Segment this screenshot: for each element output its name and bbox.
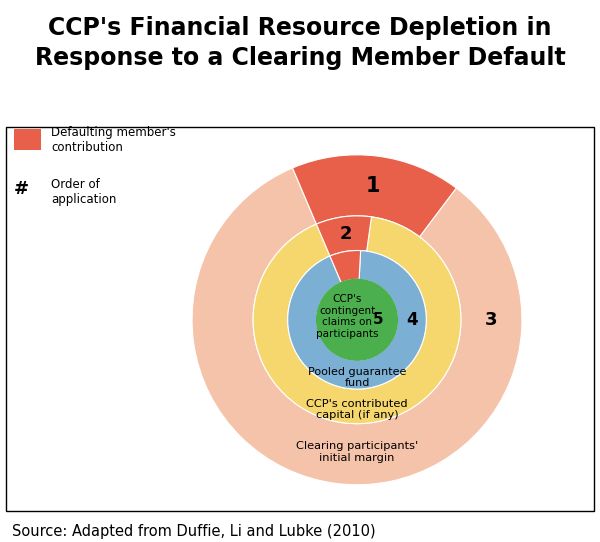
FancyBboxPatch shape: [14, 129, 41, 151]
Text: Clearing participants'
initial margin: Clearing participants' initial margin: [296, 441, 418, 462]
Wedge shape: [293, 155, 456, 237]
Text: 3: 3: [485, 311, 497, 329]
Text: 1: 1: [366, 176, 380, 196]
Text: 5: 5: [373, 312, 384, 327]
Wedge shape: [253, 217, 461, 424]
Text: 4: 4: [406, 311, 418, 329]
Wedge shape: [316, 216, 371, 256]
Text: Source: Adapted from Duffie, Li and Lubke (2010): Source: Adapted from Duffie, Li and Lubk…: [12, 524, 376, 539]
Wedge shape: [192, 168, 522, 485]
Wedge shape: [288, 250, 426, 389]
Text: #: #: [14, 180, 29, 198]
Text: CCP's
contingent
claims on
participants: CCP's contingent claims on participants: [316, 294, 379, 339]
Text: 2: 2: [340, 225, 352, 243]
Circle shape: [317, 279, 397, 360]
Text: CCP's Financial Resource Depletion in
Response to a Clearing Member Default: CCP's Financial Resource Depletion in Re…: [35, 16, 565, 70]
Text: Order of
application: Order of application: [51, 178, 116, 207]
Text: Pooled guarantee
fund: Pooled guarantee fund: [308, 367, 406, 388]
Text: CCP's contributed
capital (if any): CCP's contributed capital (if any): [306, 399, 408, 421]
Wedge shape: [330, 250, 361, 282]
Text: Defaulting member's
contribution: Defaulting member's contribution: [51, 126, 176, 154]
